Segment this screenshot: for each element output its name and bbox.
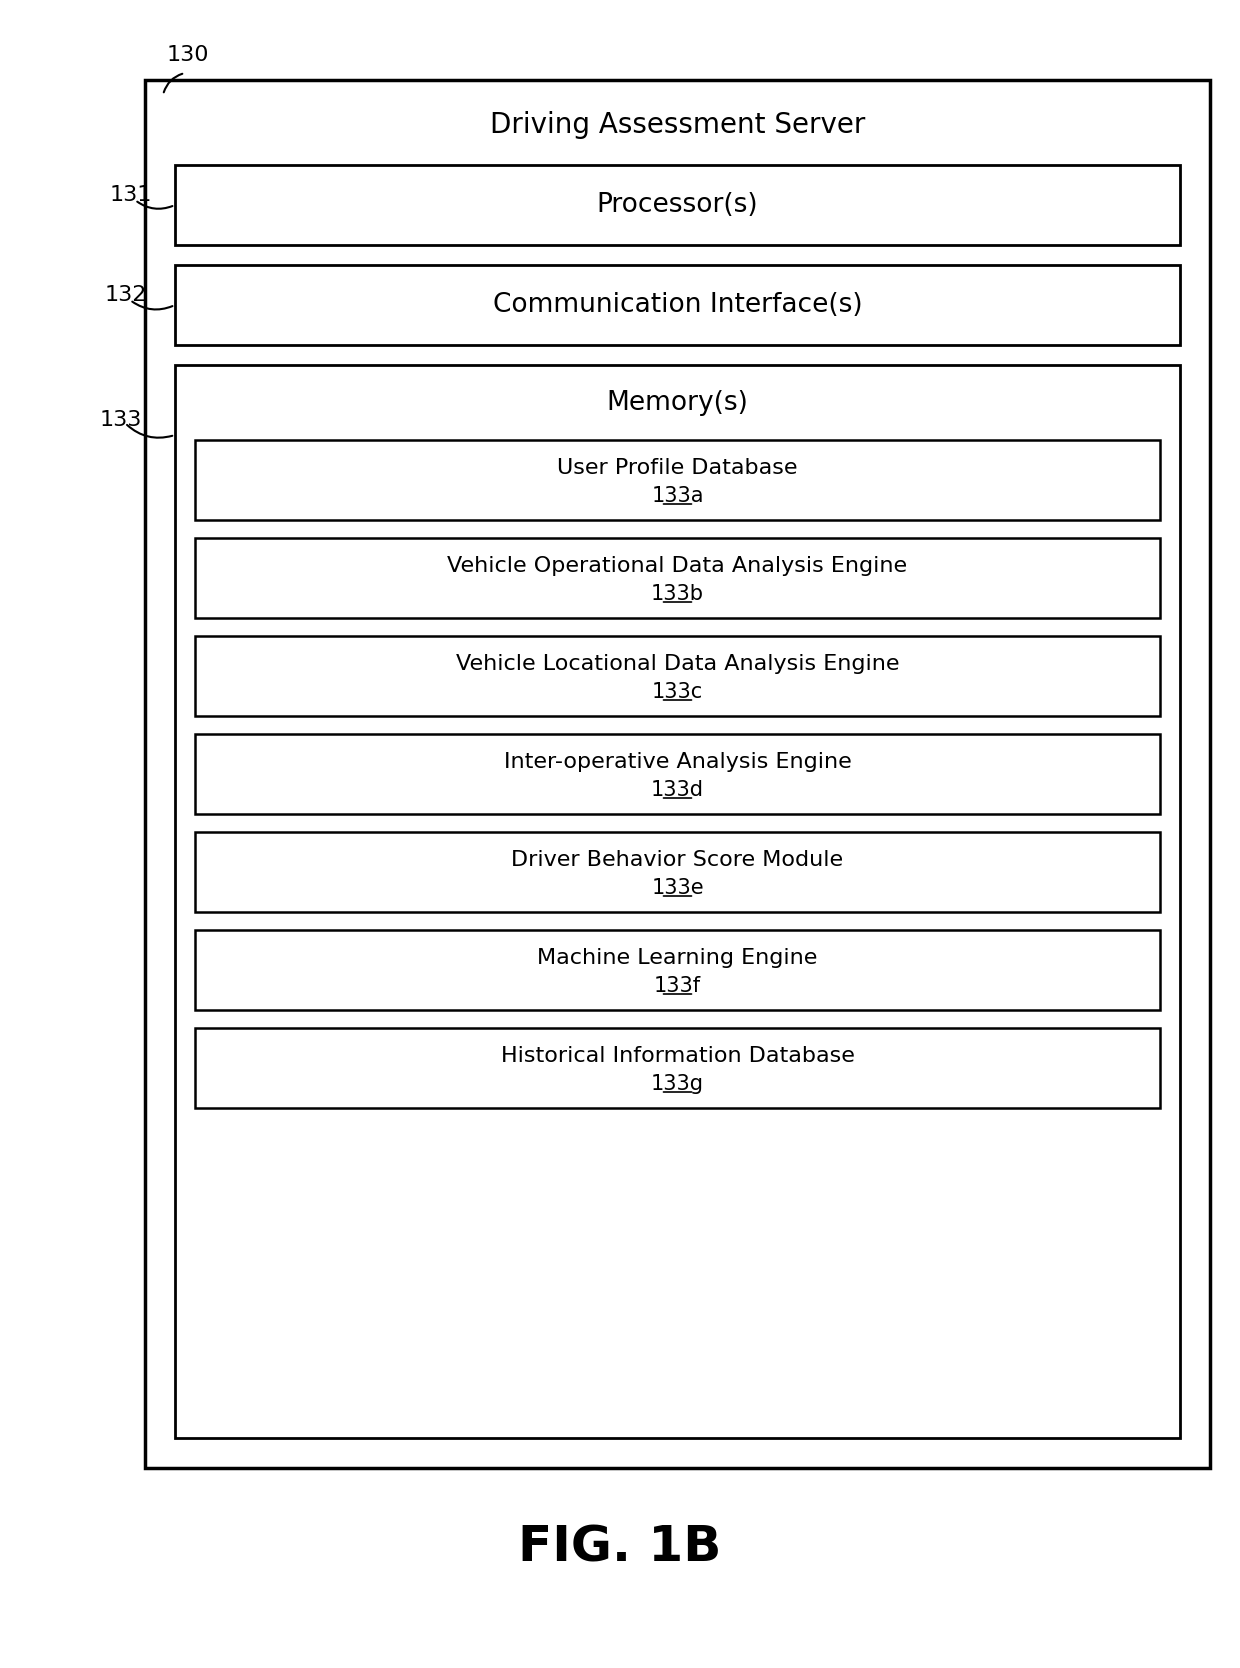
Text: 133g: 133g xyxy=(651,1074,704,1094)
FancyBboxPatch shape xyxy=(175,365,1180,1438)
Text: Processor(s): Processor(s) xyxy=(596,192,759,219)
Text: Driver Behavior Score Module: Driver Behavior Score Module xyxy=(511,851,843,871)
Text: 133c: 133c xyxy=(652,682,703,702)
Text: Vehicle Locational Data Analysis Engine: Vehicle Locational Data Analysis Engine xyxy=(456,654,899,674)
Text: 133d: 133d xyxy=(651,781,704,801)
Text: 131: 131 xyxy=(110,185,153,205)
FancyBboxPatch shape xyxy=(175,165,1180,245)
FancyBboxPatch shape xyxy=(195,1027,1159,1108)
FancyBboxPatch shape xyxy=(195,832,1159,912)
FancyBboxPatch shape xyxy=(195,931,1159,1011)
Text: FIG. 1B: FIG. 1B xyxy=(518,1525,722,1571)
Text: User Profile Database: User Profile Database xyxy=(557,459,797,479)
Text: 133e: 133e xyxy=(651,877,704,897)
Text: 130: 130 xyxy=(167,45,210,65)
FancyBboxPatch shape xyxy=(195,636,1159,716)
Text: Driving Assessment Server: Driving Assessment Server xyxy=(490,112,866,138)
Text: Vehicle Operational Data Analysis Engine: Vehicle Operational Data Analysis Engine xyxy=(448,555,908,575)
Text: 132: 132 xyxy=(105,285,148,305)
Text: 133b: 133b xyxy=(651,584,704,604)
Text: 133f: 133f xyxy=(653,976,701,996)
FancyBboxPatch shape xyxy=(195,539,1159,619)
Text: Memory(s): Memory(s) xyxy=(606,390,749,415)
Text: 133a: 133a xyxy=(651,485,704,505)
Text: Communication Interface(s): Communication Interface(s) xyxy=(492,292,862,319)
FancyBboxPatch shape xyxy=(195,440,1159,520)
FancyBboxPatch shape xyxy=(175,265,1180,345)
Text: 133: 133 xyxy=(100,410,143,430)
Text: Inter-operative Analysis Engine: Inter-operative Analysis Engine xyxy=(503,752,852,772)
FancyBboxPatch shape xyxy=(195,734,1159,814)
FancyBboxPatch shape xyxy=(145,80,1210,1468)
Text: Machine Learning Engine: Machine Learning Engine xyxy=(537,947,817,967)
Text: Historical Information Database: Historical Information Database xyxy=(501,1046,854,1066)
